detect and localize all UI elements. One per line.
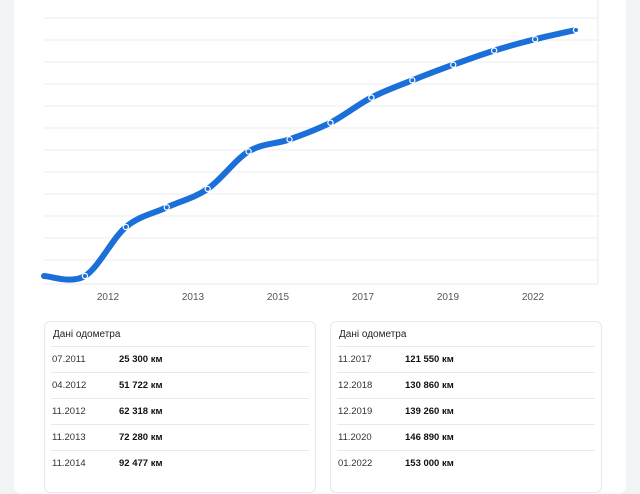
odometer-km: 121 550 км xyxy=(405,354,454,365)
odometer-row: 11.2020 146 890 км xyxy=(337,424,595,450)
odometer-km: 92 477 км xyxy=(119,458,163,469)
odometer-row: 07.2011 25 300 км xyxy=(51,346,309,372)
odometer-date: 11.2017 xyxy=(338,354,372,365)
odometer-date: 07.2011 xyxy=(52,354,86,365)
x-tick-label: 2017 xyxy=(352,292,375,303)
odometer-row: 11.2012 62 318 км xyxy=(51,398,309,424)
odometer-date: 12.2019 xyxy=(338,406,373,417)
odometer-km: 72 280 км xyxy=(119,432,163,443)
odometer-km: 153 000 км xyxy=(405,458,454,469)
odometer-date: 04.2012 xyxy=(52,380,87,391)
odometer-km: 139 260 км xyxy=(405,406,454,417)
x-tick-label: 2022 xyxy=(522,292,545,303)
odometer-row: 01.2022 153 000 км xyxy=(337,450,595,476)
odometer-km: 130 860 км xyxy=(405,380,454,391)
odometer-data-point xyxy=(327,119,334,126)
odometer-data-point xyxy=(204,185,211,193)
odometer-chart-svg: 2012 2013 2015 2017 2019 2022 xyxy=(41,0,599,303)
odometer-date: 01.2022 xyxy=(338,458,373,469)
odometer-panel-left: Дані одометра 07.2011 25 300 км 04.2012 … xyxy=(44,321,316,493)
odometer-data-point xyxy=(81,272,89,280)
odometer-km: 25 300 км xyxy=(119,354,163,365)
x-tick-label: 2019 xyxy=(437,292,460,303)
odometer-row: 12.2018 130 860 км xyxy=(337,372,595,398)
odometer-km: 51 722 км xyxy=(119,380,163,391)
odometer-panel-right: Дані одометра 11.2017 121 550 км 12.2018… xyxy=(330,321,602,493)
x-tick-label: 2013 xyxy=(182,292,205,303)
odometer-data-point xyxy=(572,26,580,34)
odometer-data-point xyxy=(163,204,170,211)
odometer-row: 04.2012 51 722 км xyxy=(51,372,309,398)
odometer-row: 12.2019 139 260 км xyxy=(337,398,595,424)
odometer-data-point xyxy=(450,61,457,68)
odometer-date: 12.2018 xyxy=(338,380,373,391)
odometer-date: 11.2013 xyxy=(52,432,86,443)
odometer-km: 146 890 км xyxy=(405,432,454,443)
odometer-data-point xyxy=(286,136,293,143)
odometer-data-point xyxy=(409,77,416,84)
odometer-date: 11.2014 xyxy=(52,458,86,469)
odometer-series-line xyxy=(41,27,579,283)
odometer-data-point xyxy=(368,94,375,101)
odometer-panel-title: Дані одометра xyxy=(53,329,121,340)
odometer-date: 11.2012 xyxy=(52,406,86,417)
odometer-data-point xyxy=(531,36,539,43)
odometer-data-point xyxy=(490,47,498,54)
odometer-panel-title: Дані одометра xyxy=(339,329,407,340)
odometer-row: 11.2014 92 477 км xyxy=(51,450,309,476)
odometer-chart: 2012 2013 2015 2017 2019 2022 xyxy=(41,0,599,303)
odometer-data-point xyxy=(245,148,252,155)
odometer-row: 11.2017 121 550 км xyxy=(337,346,595,372)
odometer-date: 11.2020 xyxy=(338,432,372,443)
x-tick-label: 2015 xyxy=(267,292,290,303)
odometer-km: 62 318 км xyxy=(119,406,163,417)
x-tick-label: 2012 xyxy=(97,292,120,303)
odometer-data-point xyxy=(122,223,130,231)
odometer-row: 11.2013 72 280 км xyxy=(51,424,309,450)
